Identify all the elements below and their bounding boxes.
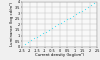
Point xyxy=(30,40,32,41)
Point xyxy=(69,17,71,18)
Point xyxy=(39,34,41,35)
Point xyxy=(45,31,47,32)
Point xyxy=(87,6,89,7)
X-axis label: Current density (log/cm²): Current density (log/cm²) xyxy=(35,53,84,57)
Point xyxy=(42,33,44,34)
Point xyxy=(60,22,62,23)
Point xyxy=(66,19,68,20)
Point xyxy=(36,36,38,37)
Point xyxy=(57,24,59,25)
Point xyxy=(78,12,80,13)
Point xyxy=(90,5,92,6)
Point xyxy=(81,10,83,11)
Point xyxy=(63,20,65,21)
Point xyxy=(72,15,74,16)
Y-axis label: Luminance (log cd/m²): Luminance (log cd/m²) xyxy=(10,2,14,46)
Point xyxy=(33,38,35,39)
Point xyxy=(27,41,29,42)
Point xyxy=(93,3,95,4)
Point xyxy=(75,14,77,15)
Point xyxy=(51,28,53,29)
Point xyxy=(48,29,50,30)
Point xyxy=(84,8,86,9)
